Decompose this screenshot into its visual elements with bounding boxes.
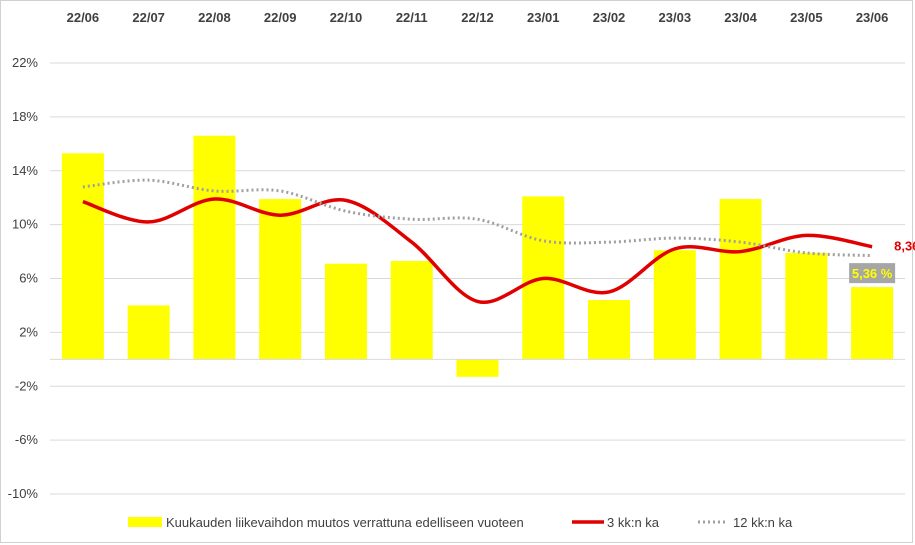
bar-series [61,135,894,377]
bar [588,300,631,360]
x-tick-label: 23/01 [527,10,560,25]
x-tick-label: 22/08 [198,10,231,25]
legend-label-12kk: 12 kk:n ka [733,515,793,530]
y-tick-label: 22% [12,55,38,70]
legend-swatch-bar [128,517,162,527]
y-tick-label: 18% [12,109,38,124]
x-tick-label: 22/10 [330,10,363,25]
legend-label-3kk: 3 kk:n ka [607,515,660,530]
y-tick-label: -10% [8,486,39,501]
series-line [82,197,873,304]
bar [653,250,696,360]
data-labels: 8,36 %5,36 % [849,239,915,284]
bar [719,199,762,360]
bar [61,153,104,360]
data-label-3kk: 8,36 % [894,239,915,254]
x-tick-label: 23/06 [856,10,889,25]
data-label-bg [849,263,896,284]
bar [851,287,894,360]
bar [324,263,367,360]
bar [259,199,302,360]
x-tick-label: 23/05 [790,10,823,25]
x-tick-label: 22/06 [67,10,100,25]
x-tick-label: 22/07 [132,10,165,25]
y-tick-label: 14% [12,163,38,178]
x-tick-label: 23/03 [659,10,692,25]
x-axis-ticks: 22/06 22/07 22/08 22/09 22/10 22/11 22/12 23/01… [67,10,889,25]
bar [785,252,828,360]
y-tick-label: 2% [19,324,38,339]
legend: Kuukauden liikevaihdon muutos verrattuna… [128,515,793,530]
legend-label-bar: Kuukauden liikevaihdon muutos verrattuna… [166,515,524,530]
x-tick-label: 23/04 [724,10,757,25]
y-tick-label: -2% [15,378,39,393]
y-tick-label: 6% [19,271,38,286]
series-line [82,178,873,258]
y-axis-ticks: 22% 18% 14% 10% 6% 2% -2% -6% -10% [8,55,39,501]
x-tick-label: 22/11 [396,10,428,25]
y-tick-label: 10% [12,217,38,232]
grid-lines [50,62,905,495]
bar [390,260,433,360]
bar [456,359,499,377]
bar [193,135,236,360]
line-series [82,178,873,304]
x-tick-label: 22/12 [461,10,494,25]
x-tick-label: 23/02 [593,10,626,25]
y-tick-label: -6% [15,432,39,447]
bar [127,305,170,360]
data-label-bar: 5,36 % [852,266,893,281]
x-tick-label: 22/09 [264,10,297,25]
